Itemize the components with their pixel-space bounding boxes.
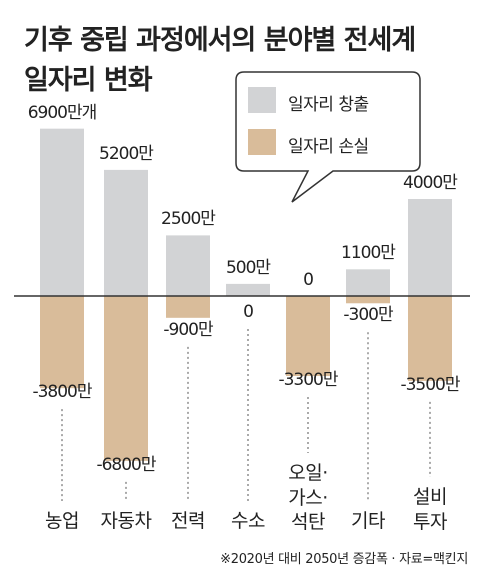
category-label-2: 전력 <box>171 509 205 534</box>
category-label-2-line-0: 전력 <box>171 510 205 532</box>
footnote: ※2020년 대비 2050년 증감폭 · 자료=맥킨지 <box>220 552 468 567</box>
value-label-gain-2: 2500만 <box>161 209 216 230</box>
legend-swatch-loss <box>248 129 276 155</box>
value-label-gain-3: 500만 <box>225 257 271 278</box>
legend-label-gain: 일자리 창출 <box>288 95 369 115</box>
category-label-0: 농업 <box>45 509 79 534</box>
legend-label-loss: 일자리 손실 <box>288 137 369 157</box>
bar-gain-2 <box>166 235 210 296</box>
value-label-gain-5: 1100만 <box>341 243 396 264</box>
category-label-5-line-0: 기타 <box>351 510 385 532</box>
category-label-4-line-0: 오일· <box>288 462 328 484</box>
value-label-loss-0: -3800만 <box>32 382 92 403</box>
category-label-4-line-2: 석탄 <box>291 511 325 534</box>
bar-gain-6 <box>408 199 452 296</box>
legend-callout <box>235 71 421 203</box>
bar-gain-3 <box>226 283 270 296</box>
bar-loss-2 <box>166 296 210 318</box>
legend-bubble <box>235 71 421 203</box>
bar-loss-5 <box>346 296 390 304</box>
bar-loss-4 <box>286 296 330 377</box>
value-label-loss-4: -3300만 <box>278 370 338 391</box>
value-label-loss-6: -3500만 <box>400 374 460 395</box>
bar-gain-1 <box>104 169 148 296</box>
chart-title-line-2: 일자리 변화 <box>24 65 153 96</box>
category-label-6: 설비 투자 <box>413 485 447 534</box>
value-label-gain-1: 5200만 <box>99 143 154 164</box>
value-label-gain-0: 6900만개 <box>27 102 98 123</box>
value-label-loss-2: -900만 <box>163 319 213 340</box>
category-label-1: 자동차 <box>101 509 152 534</box>
category-label-3: 수소 <box>231 509 265 534</box>
value-label-gain-6: 4000만 <box>403 173 458 193</box>
bar-gain-5 <box>346 269 390 296</box>
category-label-4-line-1: 가스· <box>288 486 328 509</box>
bar-loss-6 <box>408 296 452 381</box>
legend-swatch-gain <box>248 87 276 113</box>
category-label-6-line-0: 설비 <box>413 486 447 508</box>
chart-title-line-1: 기후 중립 과정에서의 분야별 전세계 <box>24 25 416 56</box>
category-label-1-line-0: 자동차 <box>100 510 152 532</box>
value-label-loss-5: -300만 <box>343 305 393 326</box>
category-label-4: 오일· 가스· 석탄 <box>288 461 328 535</box>
value-label-loss-1: -6800만 <box>96 454 156 475</box>
value-label-loss-3: 0 <box>243 302 254 322</box>
category-label-6-line-1: 투자 <box>413 510 447 533</box>
value-label-gain-4: 0 <box>303 270 314 290</box>
bars-layer <box>40 128 452 461</box>
guide-lines-layer <box>61 329 431 501</box>
category-label-5: 기타 <box>351 509 385 534</box>
category-label-3-line-0: 수소 <box>231 510 265 532</box>
bar-gain-0 <box>40 128 84 296</box>
bar-loss-1 <box>104 296 148 461</box>
category-label-0-line-0: 농업 <box>45 510 79 532</box>
bar-loss-0 <box>40 296 84 389</box>
